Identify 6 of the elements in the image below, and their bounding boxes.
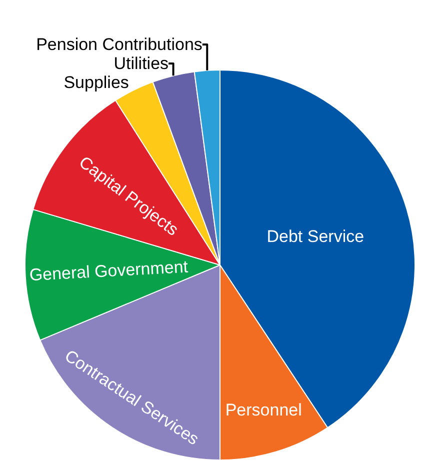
slice-label: General Government (28, 257, 189, 285)
slice-label: Utilities (114, 54, 169, 74)
slice-label: Supplies (64, 73, 129, 92)
slice-label: Debt Service (266, 226, 364, 246)
slice-label: Pension Contributions (36, 35, 202, 54)
slice-label: Personnel (225, 400, 302, 420)
